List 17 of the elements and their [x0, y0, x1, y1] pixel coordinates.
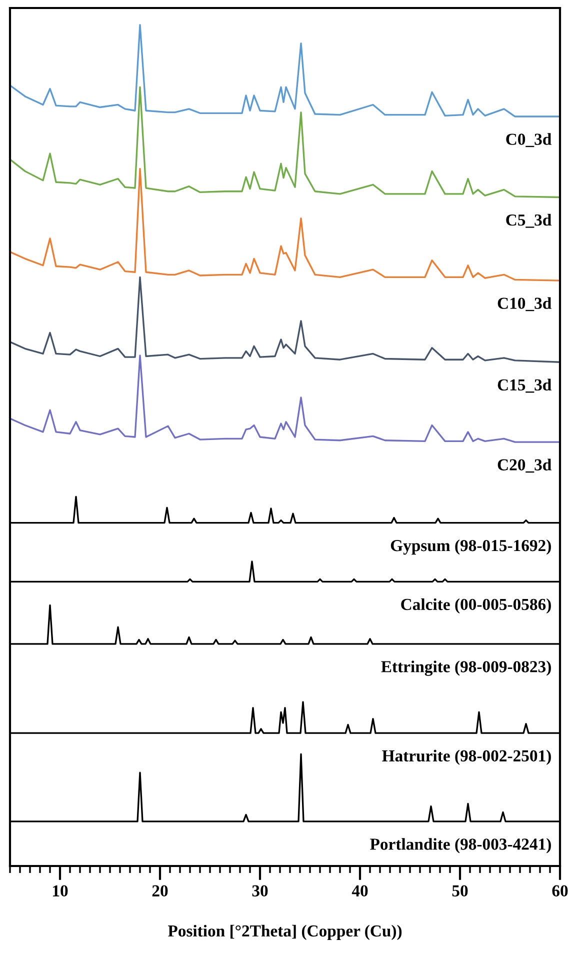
series-label: Gypsum (98-015-1692) — [390, 539, 551, 555]
x-tick-label: 50 — [452, 885, 468, 896]
x-tick-label: 10 — [53, 885, 68, 896]
series-label: Calcite (00-005-0586) — [401, 598, 551, 614]
series-label: C15_3d — [498, 378, 552, 393]
series-label: C20_3d — [498, 458, 552, 473]
x-tick-label: 20 — [152, 885, 168, 896]
x-tick-label: 30 — [252, 885, 268, 896]
series-label: Hatrurite (98-002-2501) — [382, 750, 551, 765]
x-axis-title: Position [°2Theta] (Copper (Cu)) — [168, 924, 402, 940]
x-tick-label: 60 — [552, 885, 568, 896]
series-label: Portlandite (98-003-4241) — [370, 838, 551, 854]
series-label: C0_3d — [506, 133, 552, 148]
series-label: C5_3d — [506, 214, 552, 228]
x-tick-label: 40 — [352, 885, 368, 896]
series-label: Ettringite (98-009-0823) — [381, 660, 551, 676]
series-label: C10_3d — [498, 297, 552, 312]
